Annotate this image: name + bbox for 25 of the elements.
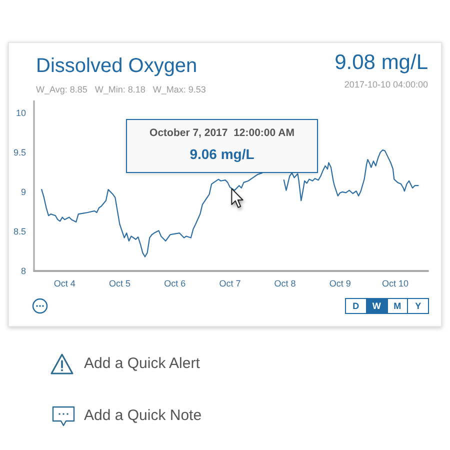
- period-button: Y: [407, 298, 429, 314]
- period-button: D: [345, 298, 367, 314]
- text: 2017-10-10 04:00:00: [344, 80, 428, 90]
- chart-title: Dissolved Oxygen: [36, 55, 198, 77]
- x-tick-label: Oct 7: [219, 278, 241, 288]
- x-tick-label: Oct 5: [108, 278, 130, 288]
- y-tick-label: 8.5: [13, 226, 26, 236]
- period-button: W: [366, 298, 388, 314]
- annotation: October 7, 2017 12:00:00 AM: [148, 126, 296, 140]
- text: Add a Quick Alert: [84, 355, 200, 373]
- text: 9.08 mg/L: [334, 51, 428, 74]
- y-tick-label: 8: [20, 266, 26, 276]
- x-tick-label: Oct 4: [54, 278, 76, 288]
- y-tick-label: 9.5: [13, 147, 26, 158]
- tooltip: October 7, 2017 12:00:00 AM 9.06 mg/L: [126, 119, 318, 173]
- x-tick-label: Oct 8: [274, 278, 296, 288]
- x-tick-label: Oct 6: [164, 278, 186, 288]
- y-tick-label: 9: [20, 186, 26, 197]
- chart-subtitle: W_Avg: 8.85 W_Min: 8.18 W_Max: 9.53: [36, 84, 206, 94]
- x-tick-label: Oct 9: [329, 278, 351, 288]
- y-tick-label: 10: [16, 108, 26, 118]
- text: Add a Quick Note: [84, 407, 202, 425]
- x-tick-label: Oct 10: [382, 278, 409, 288]
- period-button: M: [386, 298, 408, 314]
- annotation: 9.06 mg/L: [188, 145, 256, 164]
